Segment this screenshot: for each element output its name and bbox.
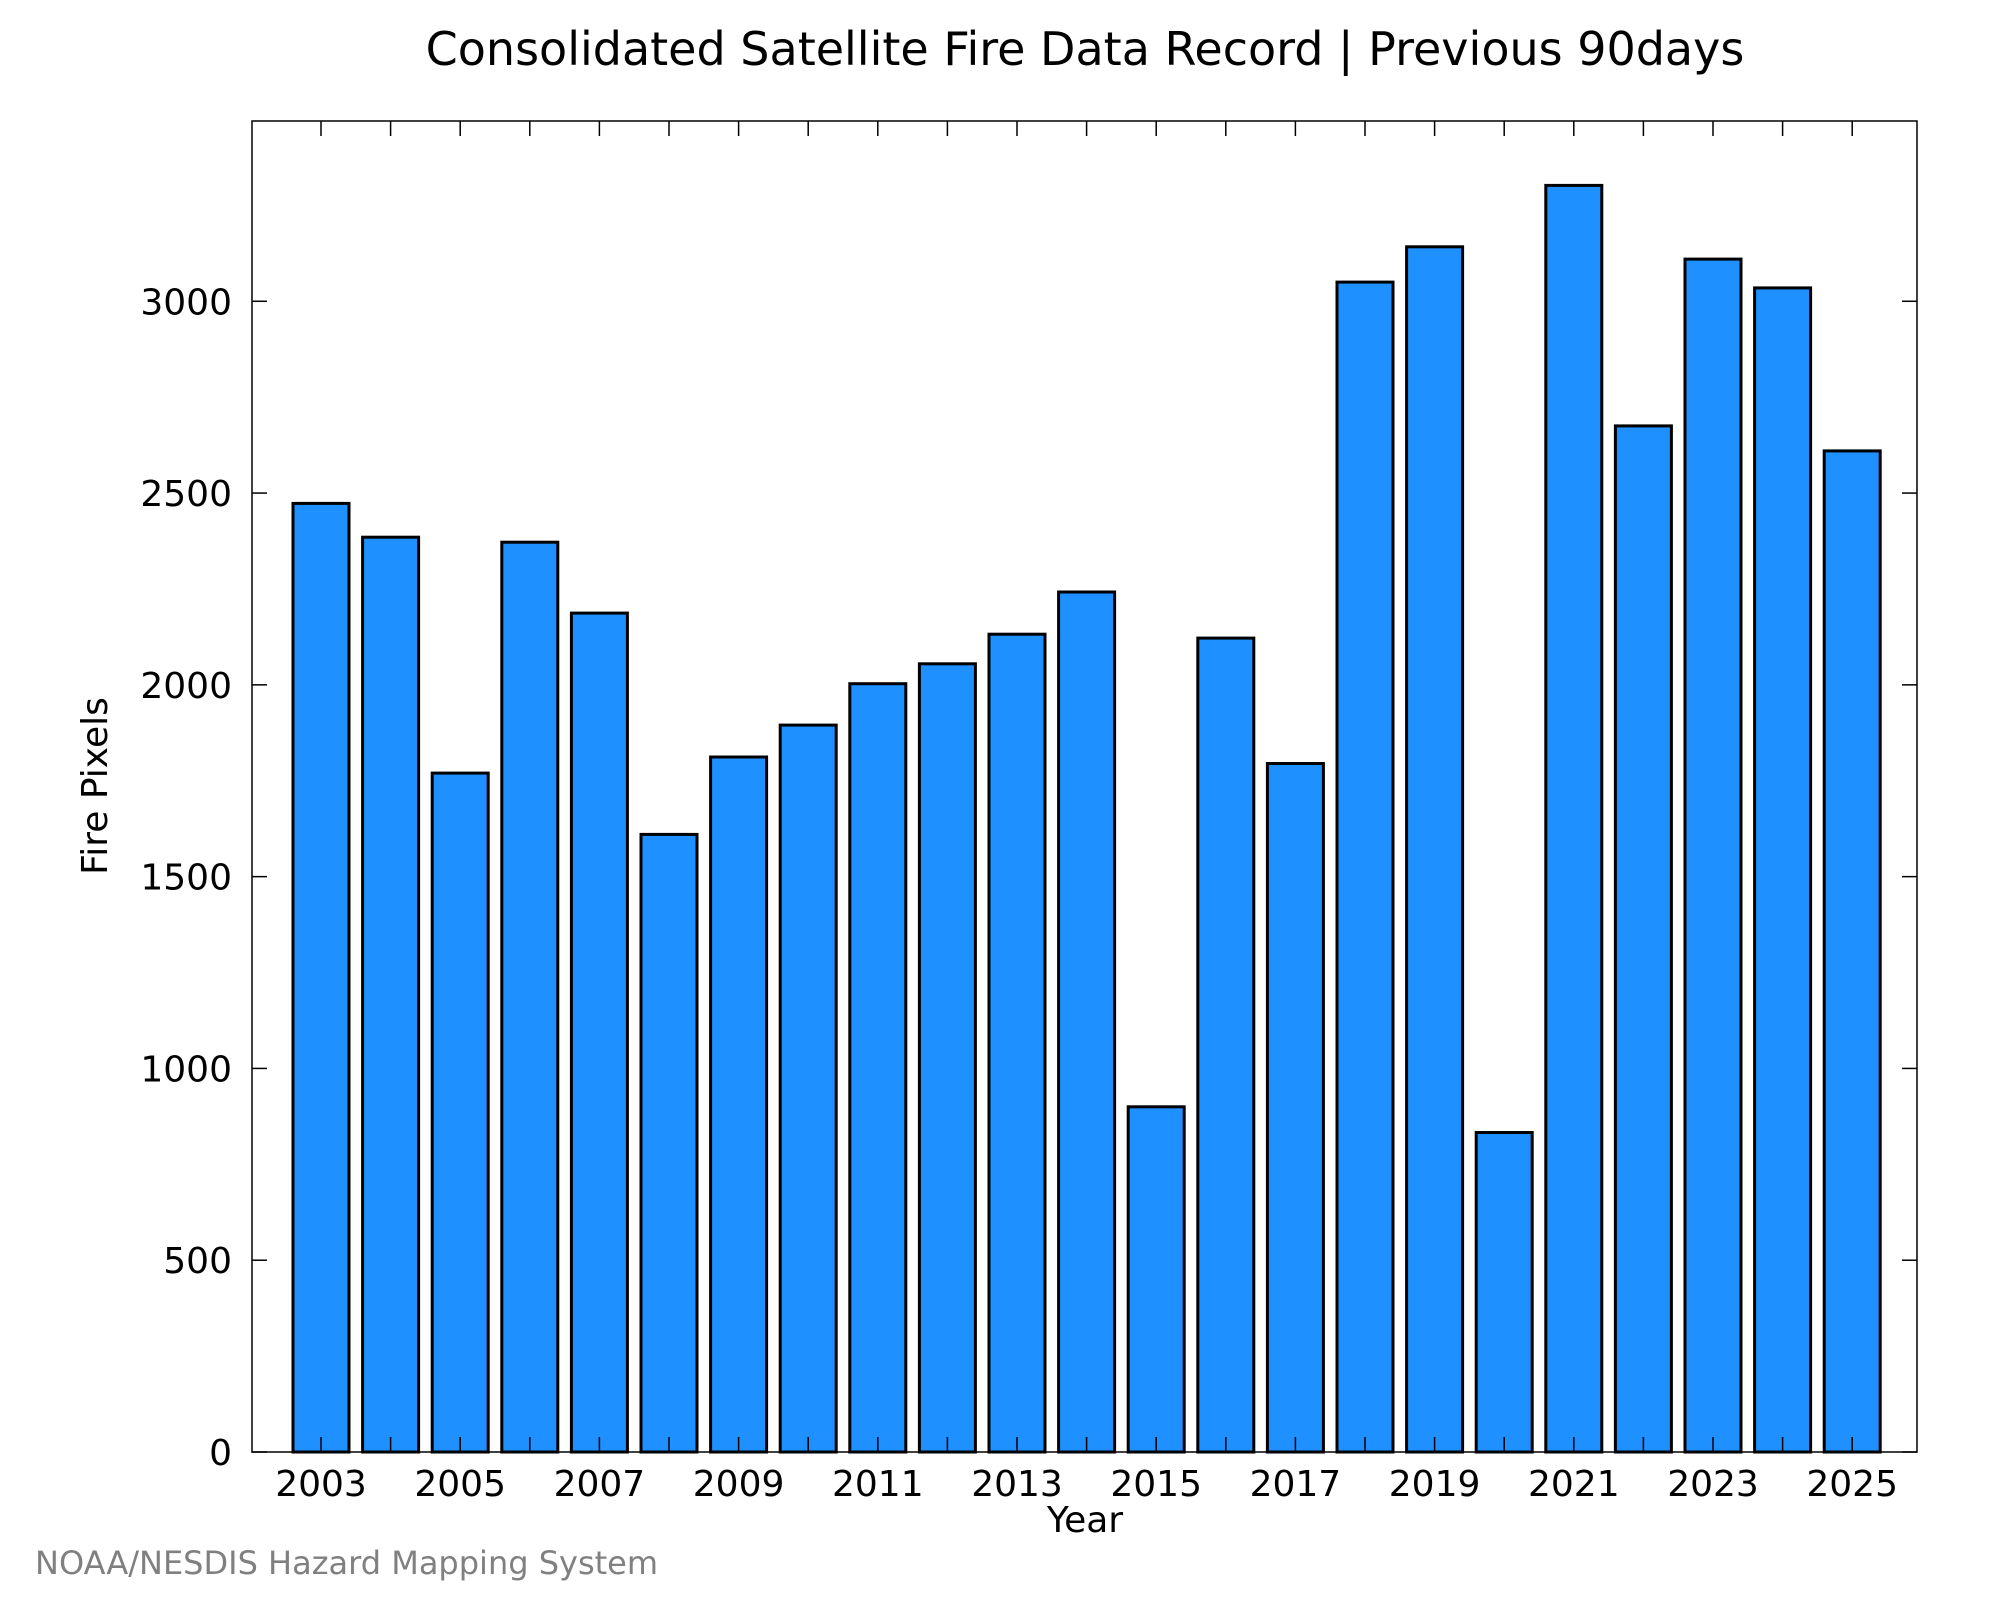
x-tick-label: 2025 <box>1806 1464 1898 1505</box>
bar-2004 <box>361 535 421 1454</box>
chart-title: Consolidated Satellite Fire Data Record … <box>426 22 1745 77</box>
bar-2012 <box>917 662 977 1454</box>
bar-2017 <box>1265 762 1325 1454</box>
bar-2022 <box>1613 424 1673 1454</box>
bars-layer <box>291 183 1882 1454</box>
y-tick-label: 2000 <box>140 666 232 707</box>
x-tick-label: 2011 <box>832 1464 924 1505</box>
bar-2009 <box>709 755 769 1454</box>
x-tick-label: 2017 <box>1250 1464 1342 1505</box>
bar-2005 <box>430 771 490 1454</box>
x-tick-label: 2023 <box>1667 1464 1759 1505</box>
y-axis-label: Fire Pixels <box>75 697 116 875</box>
x-tick-label: 2009 <box>693 1464 785 1505</box>
x-tick-label: 2007 <box>554 1464 646 1505</box>
bar-2020 <box>1474 1131 1534 1454</box>
x-tick-label: 2021 <box>1528 1464 1620 1505</box>
x-tick-label: 2003 <box>275 1464 367 1505</box>
y-tick-labels: 0 500 1000 1500 2000 2500 3000 <box>140 282 232 1474</box>
bar-2008 <box>639 832 699 1454</box>
bar-2021 <box>1544 183 1604 1454</box>
x-tick-labels: 2003 2005 2007 2009 2011 2013 2015 2017 2019 2021… <box>275 1464 1898 1505</box>
y-tick-label: 1500 <box>140 858 232 899</box>
bar-2010 <box>778 723 838 1454</box>
bar-2013 <box>987 632 1047 1454</box>
y-tick-label: 1000 <box>140 1049 232 1090</box>
bar-2011 <box>848 682 908 1454</box>
x-tick-label: 2005 <box>414 1464 506 1505</box>
bar-2025 <box>1822 449 1882 1454</box>
x-axis-label: Year <box>1046 1500 1123 1541</box>
bar-2023 <box>1683 257 1743 1454</box>
y-tick-label: 500 <box>163 1241 232 1282</box>
bar-2014 <box>1057 590 1117 1454</box>
bar-2006 <box>500 540 560 1454</box>
bar-2015 <box>1126 1105 1186 1454</box>
credit-text: NOAA/NESDIS Hazard Mapping System <box>35 1544 658 1582</box>
x-tick-label: 2019 <box>1389 1464 1481 1505</box>
bar-2018 <box>1335 280 1395 1454</box>
bar-2024 <box>1753 286 1813 1454</box>
y-tick-label: 3000 <box>140 282 232 323</box>
x-tick-label: 2015 <box>1110 1464 1202 1505</box>
bar-2019 <box>1405 245 1465 1454</box>
y-tick-label: 2500 <box>140 474 232 515</box>
bar-2007 <box>569 611 629 1454</box>
bar-2016 <box>1196 636 1256 1454</box>
x-tick-label: 2013 <box>971 1464 1063 1505</box>
bar-2003 <box>291 501 351 1454</box>
y-tick-label: 0 <box>209 1433 232 1474</box>
plot-frame <box>251 120 1918 1453</box>
